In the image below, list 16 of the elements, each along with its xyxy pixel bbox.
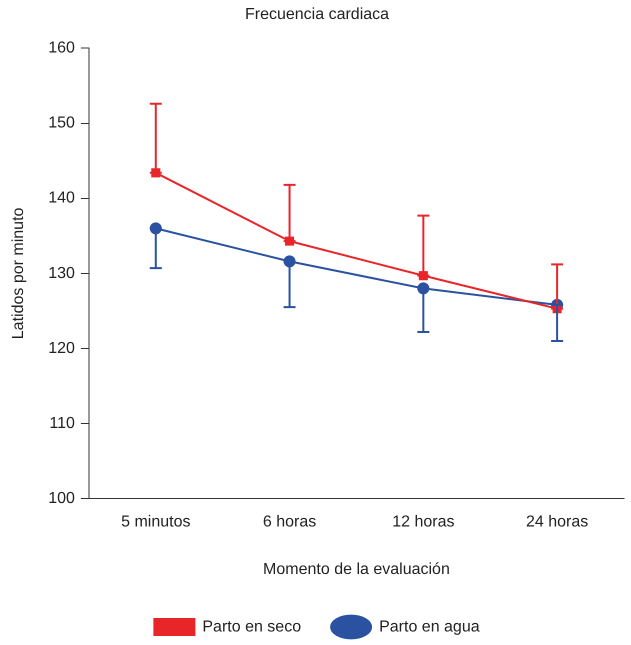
y-tick-label: 140 [48, 190, 75, 207]
y-tick-label: 160 [48, 40, 75, 57]
y-axis-title: Latidos por minuto [10, 207, 28, 340]
x-tick-label: 24 horas [526, 514, 588, 531]
y-tick-label: 130 [48, 264, 75, 282]
y-tick-label: 120 [48, 340, 75, 357]
chart-title: Frecuencia cardiaca [244, 6, 390, 24]
y-tick-label: 100 [48, 490, 75, 508]
x-axis-title: Momento de la evaluación [263, 560, 450, 578]
x-tick-label: 6 horas [262, 514, 316, 531]
y-tick-label: 150 [48, 114, 75, 132]
y-tick-label: 110 [49, 414, 75, 432]
legend-label: Parto en agua [379, 618, 480, 636]
x-tick-label: 5 minutos [121, 514, 190, 531]
x-tick-label: 12 horas [392, 514, 454, 531]
legend-label: Parto en seco [202, 618, 302, 636]
